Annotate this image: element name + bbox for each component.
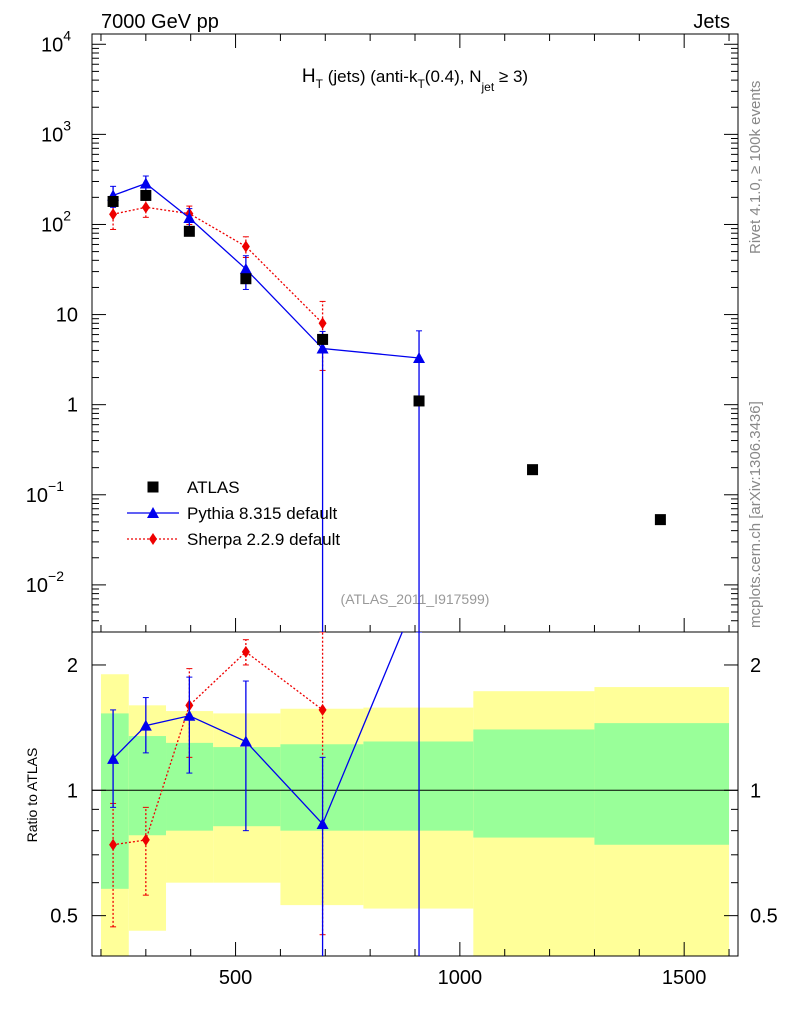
ratio-ytick-label-right-1: 1 bbox=[750, 780, 761, 802]
ratio-xtick-label-2: 1500 bbox=[662, 967, 707, 989]
main-series bbox=[107, 175, 666, 632]
main-sherpa-line bbox=[112, 206, 324, 324]
title-sub-t: T bbox=[316, 77, 324, 91]
main-atlas-point-5 bbox=[413, 395, 425, 407]
legend-label-0: ATLAS bbox=[187, 478, 240, 497]
ratio-pythia-line bbox=[112, 632, 403, 826]
plot-title: HT (jets) (anti-kT(0.4), Njet ≥ 3) bbox=[302, 66, 528, 94]
ratio-ytick-label-left-0: 2 bbox=[67, 655, 78, 677]
main-pythia-point-5 bbox=[413, 351, 426, 363]
ratio-uncertainty-bands bbox=[100, 674, 730, 956]
main-ytick-label-4: 1 bbox=[67, 395, 78, 417]
main-ytick-base-1: 10 bbox=[41, 124, 63, 146]
main-ytick-exp-0: 4 bbox=[63, 27, 71, 43]
ratio-pythia-point-1 bbox=[139, 719, 152, 731]
main-atlas-point-0 bbox=[107, 195, 119, 207]
ratio-sherpa-point-3 bbox=[241, 645, 250, 658]
band-inner-7 bbox=[594, 723, 730, 845]
title-sub-t2: T bbox=[417, 77, 425, 91]
ratio-ytick-label-left-1: 1 bbox=[67, 780, 78, 802]
analysis-watermark: (ATLAS_2011_I917599) bbox=[341, 591, 490, 607]
ratio-pythia-point-2 bbox=[183, 709, 196, 721]
ratio-series bbox=[107, 632, 423, 956]
main-ytick-base-6: 10 bbox=[26, 575, 48, 597]
side-label-bottom: mcplots.cern.ch [arXiv:1306.3436] bbox=[747, 401, 764, 628]
main-sherpa-point-0 bbox=[109, 208, 118, 221]
main-pythia-point-3 bbox=[239, 263, 252, 275]
main-atlas-point-6 bbox=[527, 464, 539, 476]
main-ytick-exp-1: 3 bbox=[63, 117, 71, 133]
main-ytick-exp-6: −2 bbox=[48, 568, 64, 584]
main-pythia-point-2 bbox=[183, 211, 196, 223]
main-ytick-base-5: 10 bbox=[26, 485, 48, 507]
ratio-xtick-label-1: 1000 bbox=[438, 967, 483, 989]
legend-sherpa-marker bbox=[149, 533, 157, 545]
legend-label-1: Pythia 8.315 default bbox=[187, 504, 338, 523]
main-atlas-point-4 bbox=[317, 333, 329, 345]
ratio-y-axis-label: Ratio to ATLAS bbox=[24, 748, 40, 843]
main-ytick-label-0: 104 bbox=[41, 27, 71, 56]
main-sherpa-point-3 bbox=[241, 240, 250, 253]
main-atlas-point-3 bbox=[240, 273, 252, 285]
title-part-end: ≥ 3) bbox=[494, 67, 528, 86]
legend-label-2: Sherpa 2.2.9 default bbox=[187, 530, 340, 549]
main-sherpa-point-4 bbox=[318, 317, 327, 330]
band-inner-5 bbox=[363, 741, 474, 831]
ratio-sherpa-point-1 bbox=[141, 833, 150, 846]
title-part-mid: (jets) (anti-k bbox=[323, 67, 418, 86]
main-ytick-label-6: 10−2 bbox=[26, 568, 64, 597]
ratio-sherpa-point-4 bbox=[318, 703, 327, 716]
ratio-pythia-point-0 bbox=[107, 752, 120, 764]
band-inner-3 bbox=[213, 747, 281, 827]
main-atlas-point-1 bbox=[140, 189, 152, 201]
ratio-ytick-label-left-2: 0.5 bbox=[50, 906, 78, 928]
band-inner-6 bbox=[473, 729, 595, 838]
main-ytick-exp-2: 2 bbox=[63, 207, 71, 223]
ratio-sherpa-point-0 bbox=[109, 838, 118, 851]
title-sub-jet: jet bbox=[480, 80, 494, 94]
main-ytick-label-3: 10 bbox=[56, 305, 78, 327]
main-ytick-exp-5: −1 bbox=[48, 478, 64, 494]
band-inner-0 bbox=[100, 713, 129, 889]
ratio-pythia-point-4 bbox=[316, 818, 329, 830]
ratio-pythia-point-3 bbox=[239, 735, 252, 747]
ratio-xtick-label-0: 500 bbox=[219, 967, 252, 989]
main-ytick-label-5: 10−1 bbox=[26, 478, 64, 507]
ratio-ytick-label-right-2: 0.5 bbox=[750, 906, 778, 928]
main-pythia-point-4 bbox=[316, 342, 329, 354]
legend-pythia-marker bbox=[147, 507, 159, 518]
ratio-series-clipped bbox=[107, 632, 423, 956]
header-left: 7000 GeV pp bbox=[101, 11, 219, 33]
side-label-top: Rivet 4.1.0, ≥ 100k events bbox=[747, 81, 764, 254]
main-atlas-point-7 bbox=[654, 514, 666, 526]
ratio-sherpa-line bbox=[112, 651, 323, 846]
main-sherpa-point-1 bbox=[141, 201, 150, 214]
legend: ATLAS Pythia 8.315 default Sherpa 2.2.9 de… bbox=[127, 478, 340, 549]
title-part-h: H bbox=[302, 66, 316, 87]
band-inner-1 bbox=[128, 736, 167, 836]
main-ytick-label-2: 102 bbox=[41, 207, 71, 236]
main-ytick-base-2: 10 bbox=[41, 214, 63, 236]
header-right: Jets bbox=[693, 11, 730, 33]
main-pythia-point-1 bbox=[139, 177, 152, 189]
legend-atlas-marker bbox=[147, 481, 159, 493]
main-ytick-base-0: 10 bbox=[41, 34, 63, 56]
title-part-mid2: (0.4), N bbox=[425, 67, 482, 86]
main-pythia-line bbox=[112, 182, 420, 359]
ratio-ytick-label-right-0: 2 bbox=[750, 655, 761, 677]
main-atlas-point-2 bbox=[183, 225, 195, 237]
main-ytick-label-1: 103 bbox=[41, 117, 71, 146]
